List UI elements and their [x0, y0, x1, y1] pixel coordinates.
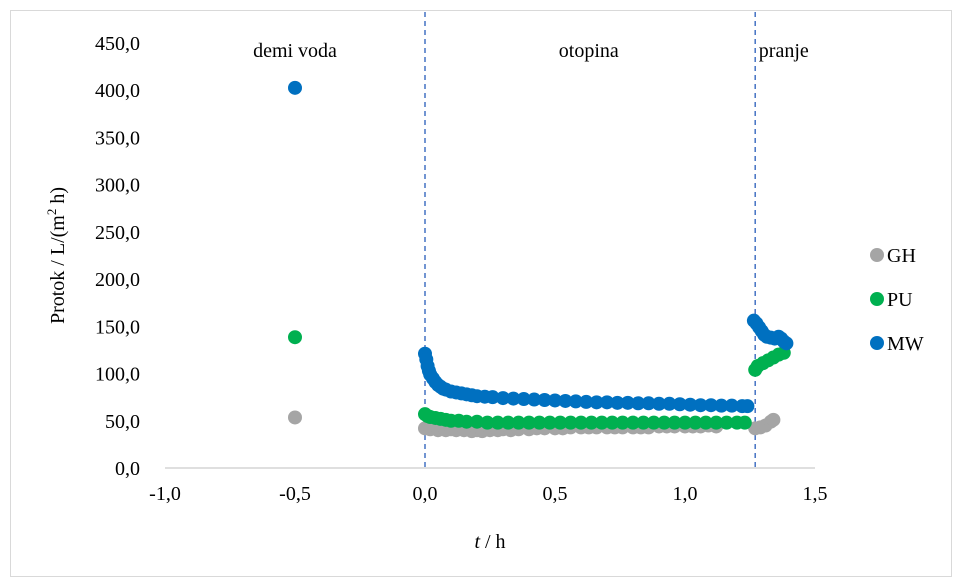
data-point-mw — [693, 398, 708, 413]
data-point-mw — [683, 397, 698, 412]
data-point-pu — [459, 414, 474, 429]
region-label: demi voda — [253, 40, 337, 62]
data-point-mw — [496, 391, 510, 406]
legend-label-pu: PU — [887, 289, 913, 311]
y-tick-label: 400,0 — [95, 80, 140, 102]
data-point-mw — [537, 393, 552, 407]
data-point-mw — [516, 392, 531, 407]
y-tick-label: 350,0 — [95, 127, 140, 149]
data-point-mw — [527, 392, 542, 407]
data-point-mw — [620, 395, 635, 410]
y-tick-labels: 0,0 50,0 100,0 150,0 200,0 250,0 300,0 350,0 400… — [95, 33, 140, 480]
x-axis-title-symbol: t — [474, 531, 480, 553]
data-point-mw — [641, 396, 656, 411]
y-tick-label: 0,0 — [115, 458, 140, 480]
data-point-mw — [610, 395, 625, 410]
y-tick-label: 100,0 — [95, 364, 140, 386]
data-point-pu — [605, 415, 620, 430]
data-point-pu — [719, 415, 734, 430]
legend-marker-mw — [870, 336, 884, 350]
x-tick-label: 1,0 — [673, 483, 698, 505]
legend-label-mw: MW — [887, 333, 924, 355]
data-point-mw — [548, 393, 562, 408]
data-point-mw — [600, 395, 614, 410]
data-point-pu — [688, 415, 703, 430]
x-axis-title-unit: / h — [480, 531, 506, 553]
legend: GH PU MW — [870, 245, 924, 355]
y-axis-title: Protok / L/(m2 h) — [44, 187, 69, 324]
data-point-pu — [698, 415, 713, 430]
legend-label-gh: GH — [887, 245, 916, 267]
data-point-mw — [724, 398, 739, 413]
y-axis-title-main: Protok / L/(m — [47, 215, 69, 324]
region-label: otopina — [559, 40, 619, 62]
data-point-mw — [485, 390, 500, 405]
data-point-pu — [678, 415, 692, 430]
data-point-mw — [714, 398, 729, 413]
data-point-mw — [652, 396, 666, 411]
data-point-pu — [501, 415, 516, 430]
legend-marker-pu — [870, 292, 884, 306]
data-point-mw — [568, 394, 583, 409]
data-point-mw — [740, 399, 755, 414]
data-point-pu — [709, 415, 724, 430]
x-tick-label: 1,5 — [803, 483, 828, 505]
x-tick-label: -0,5 — [279, 483, 311, 505]
data-point-mw — [558, 393, 573, 408]
y-tick-label: 250,0 — [95, 222, 140, 244]
data-points — [288, 80, 794, 439]
region-labels: demi voda otopina pranje — [253, 40, 809, 62]
data-point-pu — [636, 415, 651, 430]
data-point-gh — [766, 412, 781, 427]
data-point-pu — [490, 415, 505, 430]
data-point-pu — [563, 415, 578, 430]
phase-dividers — [424, 12, 756, 468]
data-point-mw — [662, 396, 677, 411]
x-tick-labels: -1,0 -0,5 0,0 0,5 1,0 1,5 — [149, 483, 827, 505]
data-point-gh — [288, 410, 302, 425]
y-tick-label: 300,0 — [95, 175, 140, 197]
y-tick-label: 450,0 — [95, 33, 140, 55]
data-point-pu — [594, 415, 609, 430]
x-axis-title: t / h — [474, 531, 505, 553]
x-tick-label: -1,0 — [149, 483, 181, 505]
data-point-pu — [626, 415, 640, 430]
legend-marker-gh — [870, 248, 884, 262]
data-point-pu — [542, 415, 557, 430]
data-point-mw — [779, 336, 794, 351]
data-point-mw — [631, 396, 646, 411]
data-point-pu — [667, 415, 682, 430]
data-point-pu — [657, 415, 672, 430]
y-axis-title-superscript: 2 — [44, 209, 59, 216]
y-tick-label: 50,0 — [105, 411, 140, 433]
data-point-pu — [584, 415, 599, 430]
data-point-pu — [615, 415, 630, 430]
x-tick-label: 0,0 — [413, 483, 438, 505]
data-point-mw — [672, 397, 687, 412]
data-point-mw — [288, 80, 302, 95]
data-point-mw — [579, 394, 594, 409]
data-point-pu — [480, 415, 495, 430]
y-axis-title-end: h) — [47, 187, 69, 209]
data-point-pu — [511, 415, 526, 430]
data-point-pu — [288, 330, 302, 345]
data-point-pu — [532, 415, 547, 430]
chart-frame — [10, 10, 952, 577]
data-point-pu — [737, 415, 752, 430]
data-point-pu — [646, 415, 661, 430]
data-point-pu — [522, 415, 536, 430]
data-point-pu — [470, 414, 484, 429]
x-tick-label: 0,5 — [543, 483, 568, 505]
y-tick-label: 150,0 — [95, 316, 140, 338]
data-point-pu — [553, 415, 568, 430]
y-tick-label: 200,0 — [95, 269, 140, 291]
data-point-mw — [704, 398, 718, 413]
data-point-mw — [589, 395, 604, 410]
region-label: pranje — [759, 40, 809, 62]
data-point-mw — [506, 391, 521, 406]
data-point-pu — [574, 415, 588, 430]
